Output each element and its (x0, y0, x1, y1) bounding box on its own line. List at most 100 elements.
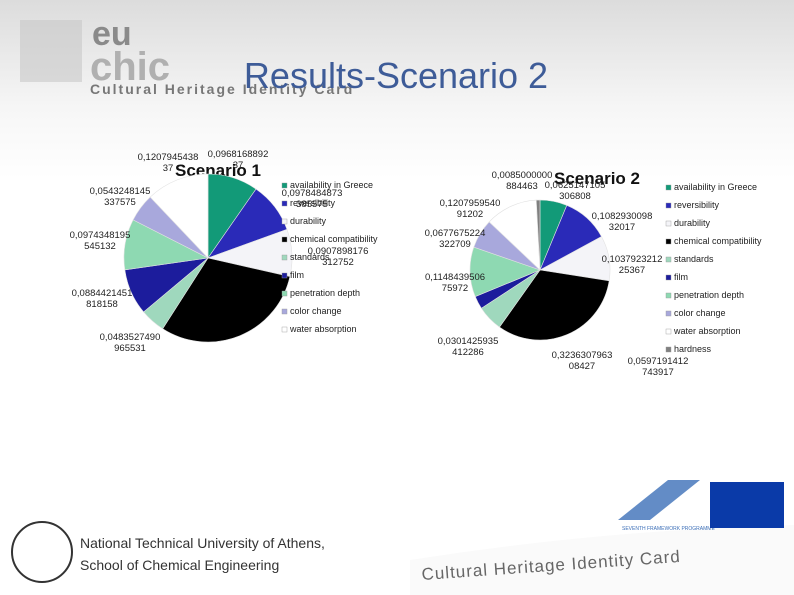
value-label: 0,0907898176 312752 (308, 246, 369, 268)
legend-label: water absorption (289, 324, 357, 334)
value-label-line: 08427 (569, 361, 595, 372)
legend-label: penetration depth (674, 290, 744, 300)
value-label: 0,3236307963 08427 (552, 350, 613, 372)
footer-line: School of Chemical Engineering (80, 557, 279, 573)
value-label-line: 32017 (609, 222, 635, 233)
legend-swatch (281, 254, 288, 261)
legend-swatch (281, 182, 288, 189)
value-label-line: 322709 (439, 239, 471, 250)
legend-label: hardness (674, 344, 712, 354)
value-label-line: 0,0597191412 (628, 356, 689, 367)
value-label-line: 25367 (619, 265, 645, 276)
legend-swatch (281, 200, 288, 207)
value-label-line: 0,0543248145 (90, 186, 151, 197)
legend-swatch (665, 220, 672, 227)
value-label-line: 0,0625147105 (545, 180, 606, 191)
value-label-line: 412286 (452, 347, 484, 358)
value-label-line: 0,0978484873 (282, 188, 343, 199)
legend-label: reversibility (290, 198, 336, 208)
value-label-line: 75972 (442, 283, 468, 294)
legend-swatch (281, 308, 288, 315)
value-label-line: 385575 (296, 199, 328, 210)
value-label-line: 965531 (114, 343, 146, 354)
value-label-line: 337575 (104, 197, 136, 208)
value-label-line: 91202 (457, 209, 483, 220)
legend-swatch (665, 184, 672, 191)
legend-swatch (281, 218, 288, 225)
value-label-line: 0,0483527490 (100, 332, 161, 343)
value-label-line: 743917 (642, 367, 674, 378)
legend-label: color change (674, 308, 726, 318)
pie-slice (149, 173, 209, 259)
pie-slice (499, 269, 610, 341)
value-label-line: 0,0974348195 (70, 230, 131, 241)
logo-bottom: chic (90, 45, 170, 89)
value-label: 0,0085000000 884463 (492, 170, 553, 192)
legend-label: standards (290, 252, 330, 262)
value-label-line: 0,1037923212 (602, 254, 663, 265)
fp7-caption: SEVENTH FRAMEWORK PROGRAMME (622, 526, 715, 532)
legend-label: penetration depth (290, 288, 360, 298)
value-label-line: 818158 (86, 299, 118, 310)
legend-swatch (665, 256, 672, 263)
legend-swatch (665, 310, 672, 317)
legend-swatch (665, 292, 672, 299)
university-seal (11, 521, 73, 583)
legend-swatch (665, 346, 672, 353)
legend-swatch (281, 326, 288, 333)
legend-swatch (281, 290, 288, 297)
legend-swatch (665, 328, 672, 335)
value-label: 0,0884421451 818158 (72, 288, 133, 310)
legend-label: water absorption (673, 326, 741, 336)
value-label: 0,0978484873 385575 (282, 188, 343, 210)
legend-label: durability (290, 216, 327, 226)
value-label-line: 0,0301425935 (438, 336, 499, 347)
legend-swatch (665, 202, 672, 209)
value-label-line: 306808 (559, 191, 591, 202)
value-label-line: 0,0907898176 (308, 246, 369, 257)
footer-band (410, 525, 794, 595)
charts: Scenario 10,0968168892 370,0978484873 3855… (70, 149, 762, 378)
legend-label: chemical compatibility (290, 234, 378, 244)
logo-top: eu (92, 15, 132, 53)
logo-emblem (20, 20, 82, 82)
value-label: 0,0597191412 743917 (628, 356, 689, 378)
header-strip: Cultural Heritage Identity Card (90, 81, 354, 97)
legend-label: chemical compatibility (674, 236, 762, 246)
value-label-line: 0,3236307963 (552, 350, 613, 361)
value-label: 0,1207959540 91202 (440, 198, 501, 220)
legend-label: durability (674, 218, 711, 228)
chart-title: Scenario 2 (554, 169, 640, 188)
value-label-line: 0,0085000000 (492, 170, 553, 181)
value-label: 0,0677675224 322709 (425, 228, 486, 250)
legend-swatch (281, 272, 288, 279)
legend-label: availability in Greece (290, 180, 373, 190)
footer-line: National Technical University of Athens, (80, 535, 325, 551)
legend-label: reversibility (674, 200, 720, 210)
value-label: 0,0483527490 965531 (100, 332, 161, 354)
legend-label: standards (674, 254, 714, 264)
legend-label: color change (290, 306, 342, 316)
legend-label: film (290, 270, 304, 280)
legend-swatch (281, 236, 288, 243)
legend-label: availability in Greece (674, 182, 757, 192)
value-label: 0,0974348195 545132 (70, 230, 131, 252)
legend-swatch (665, 238, 672, 245)
pie-slice (535, 199, 541, 271)
value-label: 0,0625147105 306808 (545, 180, 606, 202)
value-label: 0,0543248145 337575 (90, 186, 151, 208)
value-label: 0,1082930098 32017 (592, 211, 653, 233)
value-label-line: 0,1207945438 (138, 152, 199, 163)
legend-label: film (674, 272, 688, 282)
value-label-line: 0,1082930098 (592, 211, 653, 222)
fp7-logo (618, 480, 700, 520)
value-label: 0,0301425935 412286 (438, 336, 499, 358)
value-label: 0,1037923212 25367 (602, 254, 663, 276)
value-label-line: 884463 (506, 181, 538, 192)
value-label-line: 0,0968168892 (208, 149, 269, 160)
value-label-line: 312752 (322, 257, 354, 268)
value-label: 0,0968168892 37 (208, 149, 269, 171)
value-label: 0,1148439506 75972 (425, 272, 485, 294)
slide-title: Results-Scenario 2 (244, 55, 548, 96)
